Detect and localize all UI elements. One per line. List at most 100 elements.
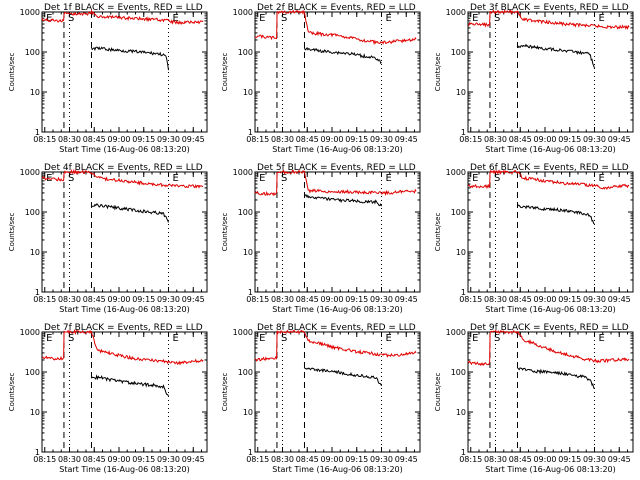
event-marker-label: S bbox=[494, 13, 500, 24]
event-marker-label: E bbox=[598, 173, 604, 184]
y-tick-label: 1000 bbox=[20, 8, 40, 17]
x-tick-label: 08:30 bbox=[484, 455, 507, 464]
x-tick-label: 09:15 bbox=[558, 455, 581, 464]
event-marker-label: E bbox=[259, 333, 265, 344]
x-tick-label: 08:15 bbox=[33, 455, 56, 464]
x-tick-label: 09:30 bbox=[157, 295, 180, 304]
y-tick-label: 1 bbox=[461, 288, 466, 297]
x-tick-label: 08:45 bbox=[509, 295, 532, 304]
y-axis-label: Counts/sec bbox=[434, 53, 442, 92]
y-tick-label: 10 bbox=[243, 248, 253, 257]
x-tick-label: 09:30 bbox=[370, 455, 393, 464]
x-tick-label: 08:45 bbox=[83, 455, 106, 464]
x-tick-label: 08:45 bbox=[83, 135, 106, 144]
x-tick-label: 08:30 bbox=[58, 455, 81, 464]
chart-panel-3: Det 3f BLACK = Events, RED = LLD 1 10 100 10… bbox=[434, 3, 634, 154]
x-tick-label: 09:15 bbox=[345, 455, 368, 464]
lld-series-line bbox=[254, 9, 417, 46]
y-tick-label: 1 bbox=[461, 448, 466, 457]
event-marker-label: E bbox=[598, 13, 604, 24]
x-axis-label: Start Time (16-Aug-06 08:13:20) bbox=[485, 145, 616, 154]
y-tick-label: 10 bbox=[456, 248, 466, 257]
x-tick-label: 09:00 bbox=[320, 455, 343, 464]
x-tick-label: 09:30 bbox=[583, 455, 606, 464]
events-series-line bbox=[517, 367, 595, 389]
x-axis-label: Start Time (16-Aug-06 08:13:20) bbox=[59, 145, 190, 154]
event-marker-label: S bbox=[494, 173, 500, 184]
plot-frame bbox=[41, 331, 208, 453]
y-tick-label: 1 bbox=[461, 128, 466, 137]
x-tick-label: 09:15 bbox=[132, 295, 155, 304]
x-tick-label: 09:15 bbox=[345, 295, 368, 304]
x-tick-label: 09:45 bbox=[608, 135, 631, 144]
x-tick-label: 08:30 bbox=[58, 295, 81, 304]
y-axis-label: Counts/sec bbox=[434, 373, 442, 412]
x-tick-label: 09:30 bbox=[583, 295, 606, 304]
y-tick-label: 1 bbox=[35, 448, 40, 457]
y-tick-label: 1000 bbox=[446, 8, 466, 17]
chart-title: Det 4f BLACK = Events, RED = LLD bbox=[44, 163, 203, 173]
y-tick-label: 10 bbox=[30, 88, 40, 97]
x-tick-label: 09:45 bbox=[608, 455, 631, 464]
y-tick-label: 1 bbox=[248, 448, 253, 457]
event-marker-label: E bbox=[472, 173, 478, 184]
plot-frame bbox=[254, 331, 421, 453]
event-marker-label: E bbox=[172, 173, 178, 184]
lld-series-line bbox=[254, 329, 417, 362]
x-tick-label: 09:45 bbox=[182, 135, 205, 144]
x-tick-label: 09:15 bbox=[558, 295, 581, 304]
chart-panel-2: Det 2f BLACK = Events, RED = LLD 1 10 100 10… bbox=[221, 3, 421, 154]
y-tick-label: 100 bbox=[25, 208, 40, 217]
events-series-line bbox=[91, 374, 169, 397]
x-tick-label: 09:15 bbox=[132, 135, 155, 144]
x-tick-label: 08:15 bbox=[459, 295, 482, 304]
plot-frame bbox=[254, 11, 421, 133]
x-tick-label: 09:15 bbox=[558, 135, 581, 144]
lld-series-line bbox=[41, 9, 204, 25]
chart-panel-5: Det 5f BLACK = Events, RED = LLD 1 10 100 10… bbox=[221, 163, 421, 314]
chart-title: Det 3f BLACK = Events, RED = LLD bbox=[470, 3, 629, 13]
x-tick-label: 08:45 bbox=[296, 135, 319, 144]
x-tick-label: 08:15 bbox=[33, 295, 56, 304]
event-marker-label: E bbox=[172, 333, 178, 344]
x-axis-label: Start Time (16-Aug-06 08:13:20) bbox=[272, 465, 403, 474]
y-tick-label: 10 bbox=[243, 88, 253, 97]
event-marker-label: S bbox=[281, 13, 287, 24]
x-tick-label: 08:30 bbox=[58, 135, 81, 144]
event-marker-label: E bbox=[385, 333, 391, 344]
chart-panel-6: Det 6f BLACK = Events, RED = LLD 1 10 100 10… bbox=[434, 163, 634, 314]
x-axis-label: Start Time (16-Aug-06 08:13:20) bbox=[272, 305, 403, 314]
y-tick-label: 10 bbox=[456, 408, 466, 417]
events-series-line bbox=[304, 46, 382, 65]
y-tick-label: 100 bbox=[451, 208, 466, 217]
x-tick-label: 09:00 bbox=[320, 135, 343, 144]
x-tick-label: 09:15 bbox=[132, 455, 155, 464]
chart-panel-7: Det 7f BLACK = Events, RED = LLD 1 10 100 10… bbox=[8, 323, 208, 474]
event-marker-label: E bbox=[172, 13, 178, 24]
event-marker-label: E bbox=[46, 333, 52, 344]
plot-frame bbox=[254, 171, 421, 293]
y-tick-label: 10 bbox=[243, 408, 253, 417]
plot-frame bbox=[467, 331, 634, 453]
y-tick-label: 1 bbox=[35, 288, 40, 297]
x-tick-label: 08:15 bbox=[246, 295, 269, 304]
y-axis-label: Counts/sec bbox=[221, 213, 229, 252]
event-marker-label: E bbox=[385, 173, 391, 184]
chart-title: Det 8f BLACK = Events, RED = LLD bbox=[257, 323, 416, 333]
event-marker-label: E bbox=[472, 333, 478, 344]
plot-frame bbox=[467, 11, 634, 133]
x-tick-label: 08:30 bbox=[271, 135, 294, 144]
x-axis-label: Start Time (16-Aug-06 08:13:20) bbox=[59, 465, 190, 474]
y-tick-label: 100 bbox=[238, 368, 253, 377]
chart-panel-1: Det 1f BLACK = Events, RED = LLD 1 10 100 10… bbox=[8, 3, 208, 154]
x-tick-label: 08:30 bbox=[484, 295, 507, 304]
x-axis-label: Start Time (16-Aug-06 08:13:20) bbox=[59, 305, 190, 314]
event-marker-label: S bbox=[281, 173, 287, 184]
event-marker-label: S bbox=[68, 333, 74, 344]
y-tick-label: 1000 bbox=[446, 168, 466, 177]
y-tick-label: 100 bbox=[238, 48, 253, 57]
x-tick-label: 09:00 bbox=[107, 295, 130, 304]
lld-series-line bbox=[254, 169, 417, 197]
x-tick-label: 08:15 bbox=[33, 135, 56, 144]
x-tick-label: 09:45 bbox=[608, 295, 631, 304]
